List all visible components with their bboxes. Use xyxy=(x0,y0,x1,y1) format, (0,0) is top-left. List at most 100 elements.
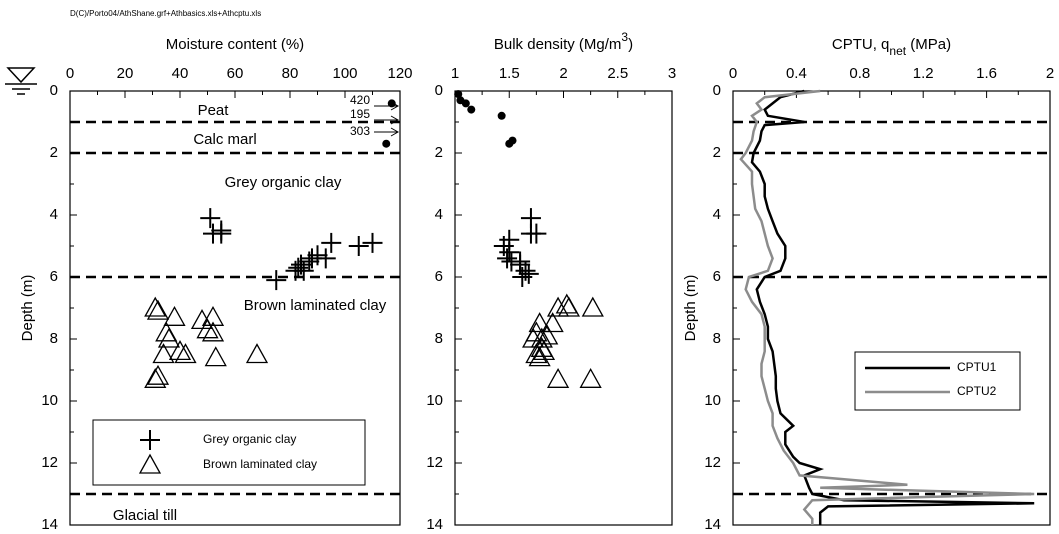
data-point xyxy=(461,99,470,108)
data-point xyxy=(532,340,556,361)
marker-dot xyxy=(467,105,476,114)
legend-box xyxy=(92,419,366,486)
title-part: (MPa) xyxy=(906,36,951,53)
legend-marker xyxy=(140,430,160,450)
data-point xyxy=(512,267,533,287)
x-tick-label: 2 xyxy=(559,65,567,82)
y-tick-label: 0 xyxy=(713,82,721,99)
y-tick-label: 0 xyxy=(435,82,443,99)
marker-triangle xyxy=(525,343,548,364)
marker-dot xyxy=(508,136,517,145)
offscale-arrow xyxy=(374,115,400,125)
data-point xyxy=(555,293,578,314)
marker-triangle xyxy=(204,346,227,367)
data-point xyxy=(174,343,197,364)
x-tick-label: 80 xyxy=(282,65,299,82)
marker-triangle xyxy=(528,346,551,367)
layer-label: Brown laminated clay xyxy=(244,297,387,314)
marker-dot xyxy=(497,111,506,120)
y-tick-label: 14 xyxy=(426,516,443,533)
y-axis-label: Depth (m) xyxy=(19,275,36,342)
y-tick-label: 10 xyxy=(426,392,443,409)
x-tick-label: 20 xyxy=(117,65,134,82)
marker-triangle xyxy=(528,312,551,333)
data-point xyxy=(288,257,309,278)
marker-triangle xyxy=(541,312,564,333)
layer-label: Grey organic clay xyxy=(225,174,342,191)
marker-triangle xyxy=(144,296,167,317)
data-point xyxy=(321,232,342,253)
marker-triangle xyxy=(557,296,581,317)
marker-triangle xyxy=(168,340,192,361)
legend-label: Brown laminated clay xyxy=(203,457,317,471)
marker-dot xyxy=(387,99,396,108)
x-tick-label: 1.2 xyxy=(913,65,934,82)
data-point xyxy=(315,248,336,269)
marker-triangle xyxy=(536,324,559,345)
data-point xyxy=(528,346,551,367)
marker-dot xyxy=(382,139,391,148)
y-tick-label: 2 xyxy=(435,144,443,161)
y-tick-label: 4 xyxy=(713,206,721,223)
marker-triangle xyxy=(163,305,186,326)
x-tick-label: 60 xyxy=(227,65,244,82)
data-point xyxy=(528,312,551,333)
marker-triangle xyxy=(146,364,170,385)
data-point xyxy=(201,321,225,342)
y-tick-label: 12 xyxy=(426,454,443,471)
marker-triangle xyxy=(546,367,570,388)
data-point xyxy=(467,105,476,114)
data-point xyxy=(387,99,396,108)
data-point xyxy=(530,327,553,348)
legend-label: CPTU1 xyxy=(957,360,997,374)
y-tick-label: 2 xyxy=(50,144,58,161)
x-tick-label: 1 xyxy=(451,65,459,82)
data-point xyxy=(454,90,463,99)
profile-line xyxy=(750,89,1035,525)
y-tick-label: 4 xyxy=(435,206,443,223)
data-point xyxy=(146,364,170,385)
x-tick-label: 1.5 xyxy=(499,65,520,82)
data-point xyxy=(196,318,219,339)
legend-box xyxy=(854,351,1021,411)
x-tick-label: 40 xyxy=(172,65,189,82)
data-point xyxy=(546,296,570,317)
x-tick-label: 2.5 xyxy=(607,65,628,82)
marker-dot xyxy=(461,99,470,108)
data-point xyxy=(557,296,581,317)
x-tick-label: 0 xyxy=(66,65,74,82)
title-part: CPTU, q xyxy=(832,36,890,53)
title-part: net xyxy=(889,44,906,58)
panel-title: Moisture content (%) xyxy=(166,36,304,53)
data-point xyxy=(307,245,328,266)
marker-triangle xyxy=(144,367,167,388)
x-tick-label: 3 xyxy=(668,65,676,82)
marker-triangle xyxy=(201,305,225,326)
y-tick-label: 12 xyxy=(704,454,721,471)
data-point xyxy=(200,208,221,229)
data-point xyxy=(168,340,192,361)
y-tick-label: 8 xyxy=(435,330,443,347)
title-part: ) xyxy=(628,36,633,53)
plot-frame xyxy=(732,90,1051,526)
layer-label: Peat xyxy=(198,102,230,119)
marker-triangle xyxy=(555,293,578,314)
water-table-symbol xyxy=(5,67,37,95)
layer-label: Calc marl xyxy=(193,131,256,148)
panel-title: CPTU, qnet (MPa) xyxy=(832,36,951,58)
data-point xyxy=(525,343,548,364)
panel-title: Bulk density (Mg/m3) xyxy=(494,30,633,53)
offscale-arrow xyxy=(374,127,400,137)
marker-triangle xyxy=(579,367,602,388)
data-point xyxy=(293,260,314,281)
profile-line xyxy=(739,89,1035,525)
data-point xyxy=(201,305,225,326)
y-tick-label: 6 xyxy=(713,268,721,285)
data-point xyxy=(157,327,181,348)
y-tick-label: 14 xyxy=(41,516,58,533)
marker-triangle xyxy=(201,321,225,342)
marker-triangle xyxy=(174,343,197,364)
x-tick-label: 1.6 xyxy=(976,65,997,82)
y-tick-label: 10 xyxy=(41,392,58,409)
